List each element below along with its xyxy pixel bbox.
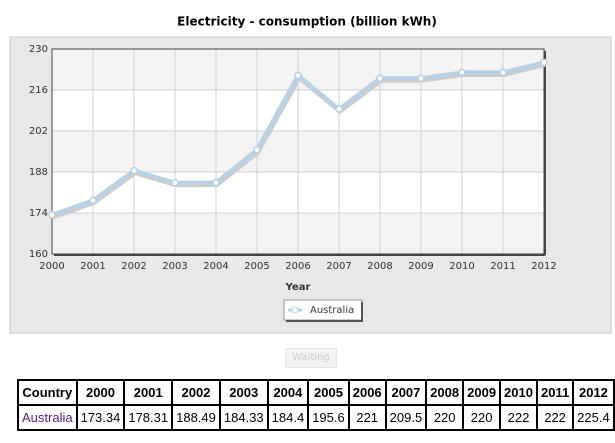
header-cell: 2004 — [266, 379, 310, 406]
header-cell: 2005 — [307, 379, 350, 406]
header-cell: 2008 — [425, 379, 465, 406]
y-tick-label: 202 — [29, 126, 48, 137]
data-point — [294, 71, 302, 80]
data-point — [376, 74, 384, 83]
x-tick-label: 2009 — [408, 261, 433, 272]
value-cell: 209.5 — [384, 404, 428, 431]
header-cell: 2003 — [218, 379, 269, 406]
header-cell: 2000 — [75, 379, 126, 406]
x-tick-label: 2002 — [121, 261, 146, 272]
y-tick-label: 174 — [29, 208, 48, 219]
header-cell: 2012 — [572, 379, 615, 406]
y-tick-label: 216 — [29, 85, 48, 96]
x-axis-label: Year — [285, 282, 311, 293]
x-tick-label: 2012 — [531, 261, 556, 272]
value-cell: 222 — [535, 404, 575, 431]
x-tick-label: 2010 — [449, 261, 474, 272]
header-cell: 2010 — [499, 379, 538, 406]
data-point — [89, 196, 97, 205]
x-tick-label: 2001 — [80, 261, 105, 272]
waiting-button[interactable]: Waiting — [285, 348, 337, 368]
x-tick-label: 2011 — [490, 261, 515, 272]
data-point — [171, 178, 179, 187]
value-cell: 220 — [425, 404, 465, 431]
value-cell: 225.4 — [572, 404, 615, 431]
data-point — [499, 68, 507, 77]
header-cell: 2007 — [384, 379, 428, 406]
legend-marker-point — [291, 306, 299, 314]
data-point — [212, 178, 220, 187]
value-cell: 178.31 — [123, 404, 174, 431]
chart: Electricity - consumption (billion kWh) … — [9, 15, 612, 334]
legend-label: Australia — [310, 305, 354, 316]
data-point — [458, 68, 466, 77]
header-cell: 2009 — [462, 379, 502, 406]
x-tick-label: 2005 — [244, 261, 269, 272]
data-point — [335, 105, 343, 113]
x-tick-label: 2006 — [285, 261, 310, 272]
x-tick-label: 2007 — [326, 261, 351, 272]
data-point — [130, 166, 138, 175]
x-tick-label: 2008 — [367, 261, 392, 272]
y-tick-label: 188 — [29, 167, 48, 178]
header-cell: Country — [17, 379, 78, 406]
data-point — [417, 74, 425, 83]
country-cell: Australia — [17, 404, 78, 431]
header-cell: 2006 — [347, 379, 387, 406]
value-cell: 184.33 — [218, 404, 269, 431]
header-cell: 2002 — [171, 379, 221, 406]
x-tick-label: 2000 — [39, 261, 64, 272]
data-point — [253, 145, 261, 154]
value-cell: 195.6 — [307, 404, 350, 431]
y-tick-label: 160 — [29, 249, 48, 260]
data-table: Country 2000 2001 2002 2003 2004 2005 2006 2007 2… — [17, 379, 615, 431]
value-cell: 221 — [347, 404, 387, 431]
value-cell: 184.4 — [266, 404, 310, 431]
header-cell: 2001 — [123, 379, 174, 406]
chart-title: Electricity - consumption (billion kWh) — [177, 15, 437, 29]
y-tick-label: 230 — [29, 44, 48, 55]
x-tick-label: 2004 — [203, 261, 228, 272]
table-row: Australia 173.34 178.31 188.49 184.33 184.4 19… — [17, 404, 615, 431]
data-point — [48, 211, 56, 219]
header-cell: 2011 — [535, 379, 575, 406]
value-cell: 222 — [499, 404, 538, 431]
x-tick-label: 2003 — [162, 261, 187, 272]
value-cell: 173.34 — [75, 404, 126, 431]
value-cell: 220 — [462, 404, 502, 431]
value-cell: 188.49 — [171, 404, 221, 431]
data-point — [540, 58, 548, 67]
